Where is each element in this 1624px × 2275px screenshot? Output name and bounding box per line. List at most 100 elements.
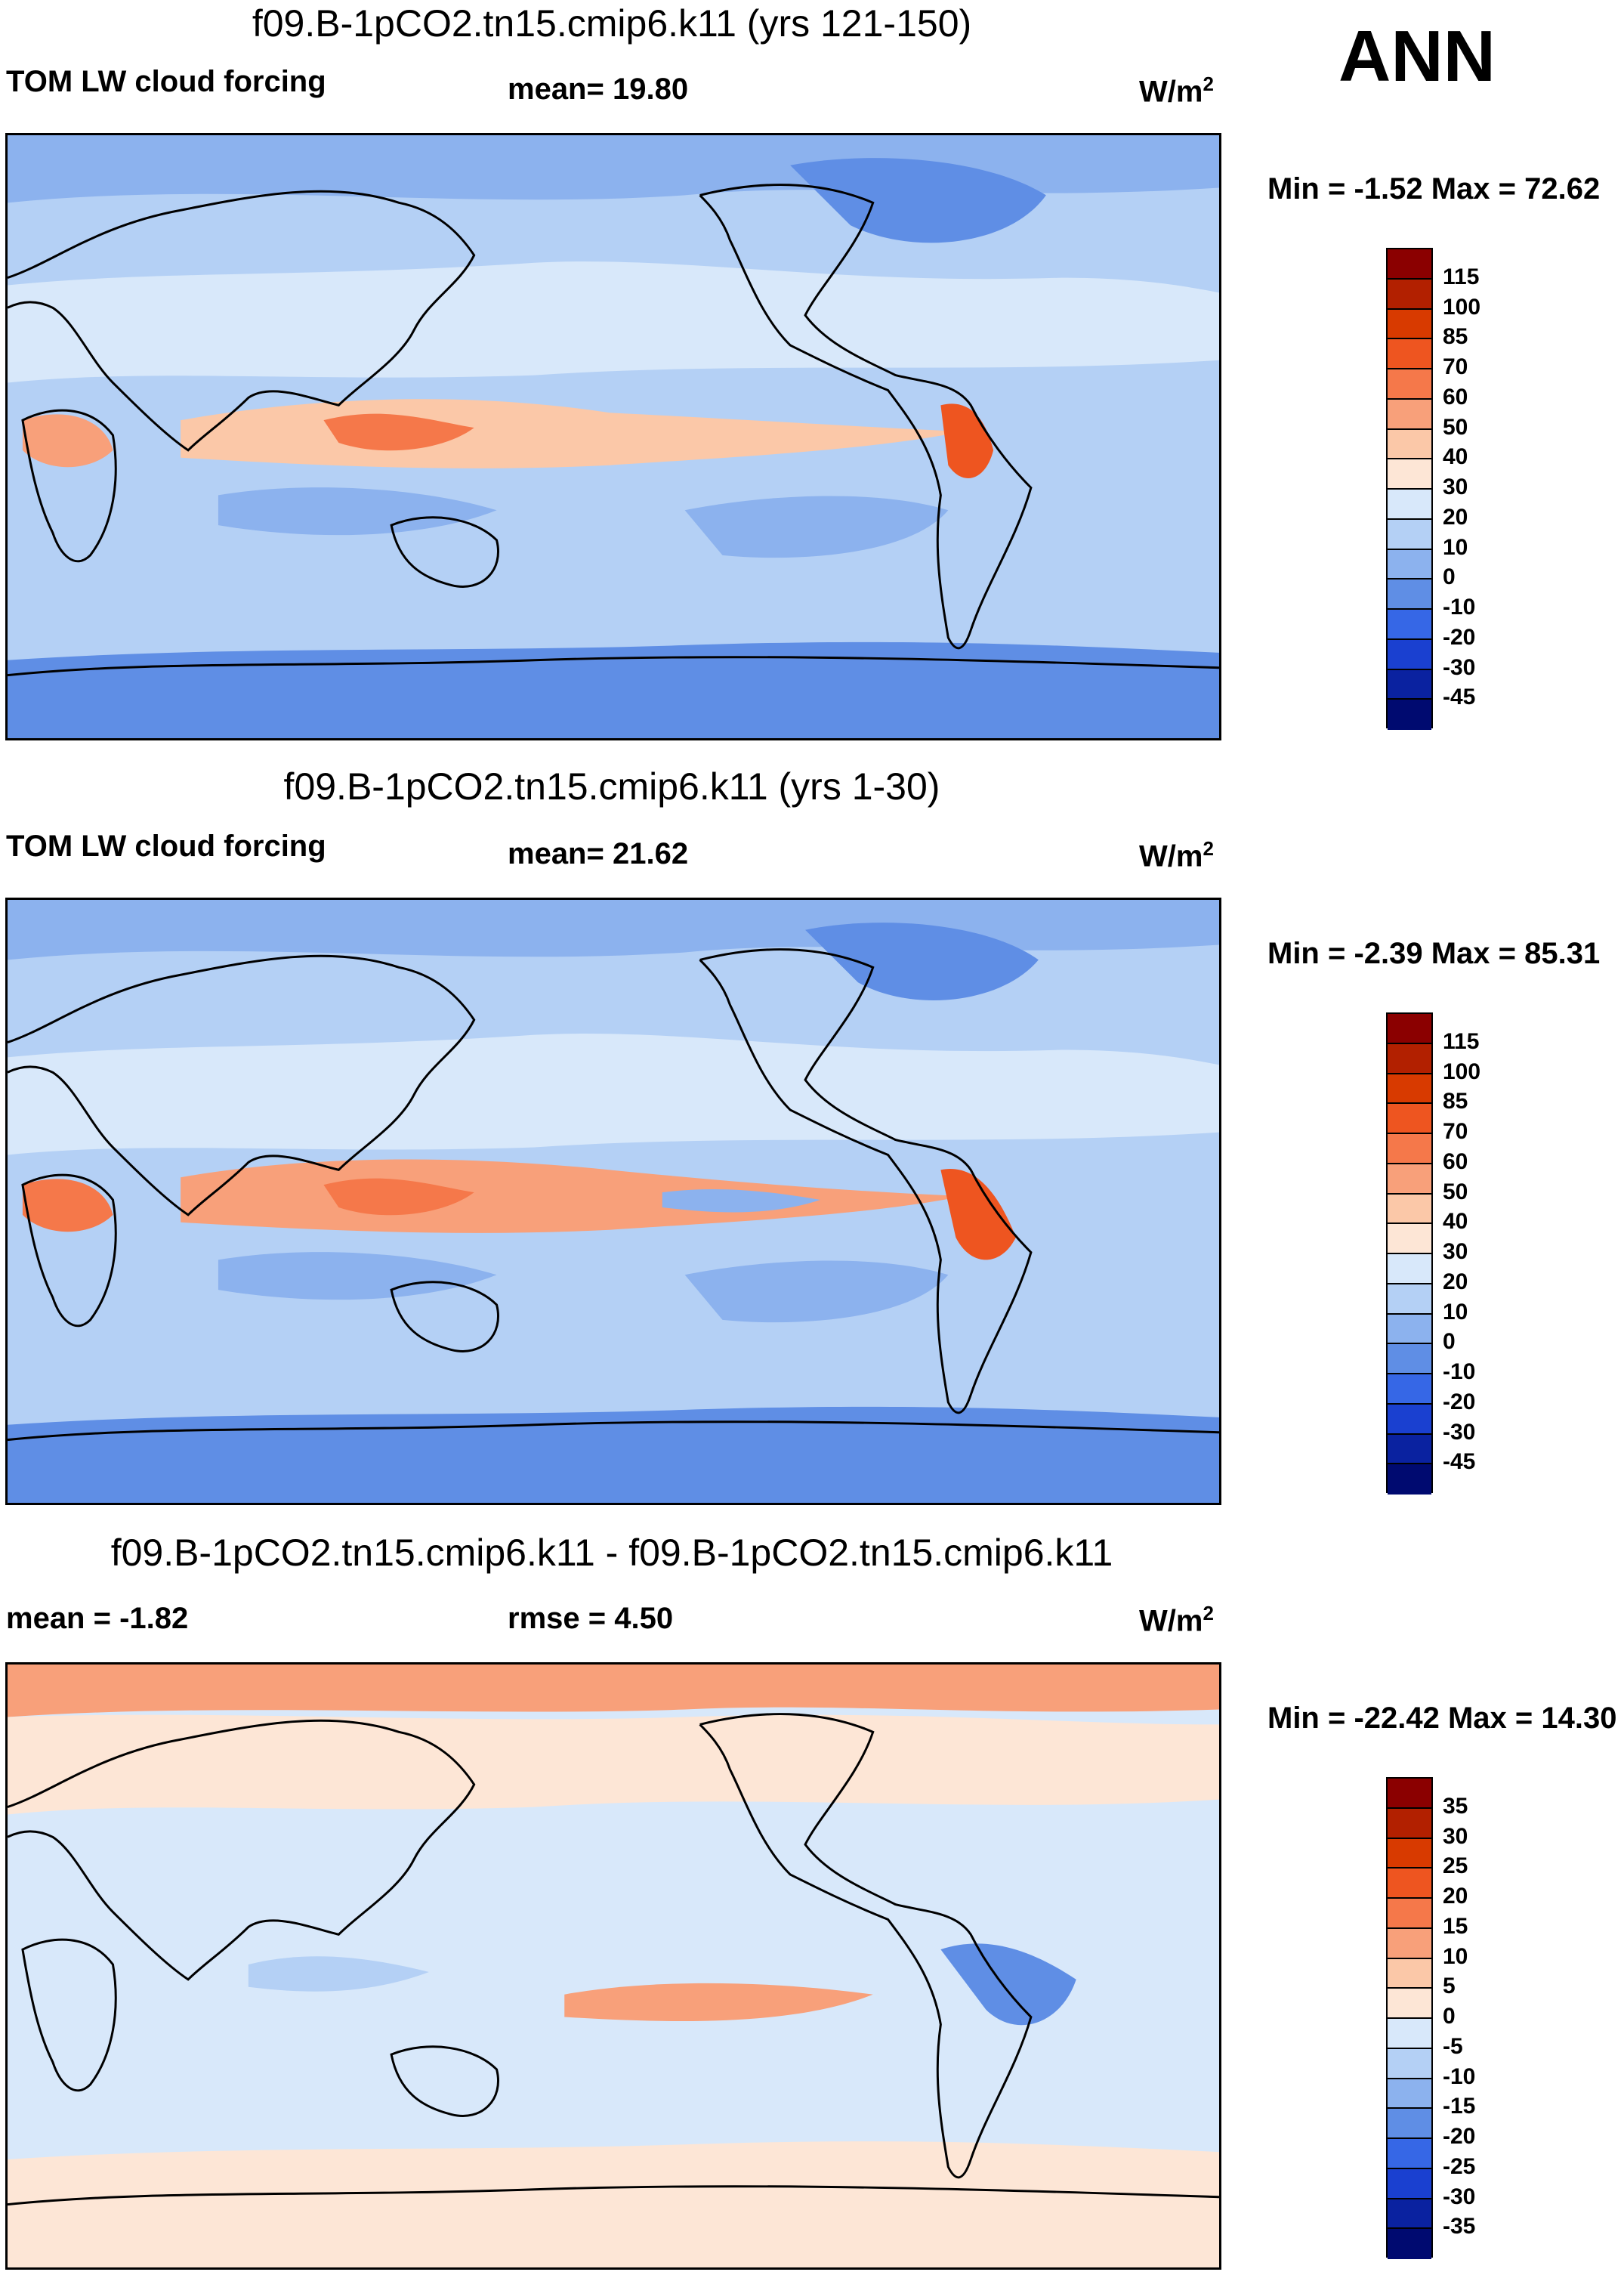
colorbar-tick-label: 115 (1443, 1028, 1480, 1054)
africa-high (22, 414, 113, 468)
panel-2-map-svg (8, 900, 1219, 1503)
colorbar-tick-label: 10 (1443, 1299, 1468, 1325)
panel-1-title: f09.B-1pCO2.tn15.cmip6.k11 (yrs 121-150) (252, 2, 972, 45)
colorbar-cell (1388, 1104, 1431, 1134)
colorbar-tick-label: -15 (1443, 2094, 1476, 2119)
colorbar-cell (1388, 1838, 1431, 1869)
colorbar-cell (1388, 639, 1431, 670)
colorbar-cell (1388, 279, 1431, 310)
colorbar-cell (1388, 1374, 1431, 1405)
greenland-low (790, 158, 1046, 243)
panel-3-map-svg (8, 1665, 1219, 2267)
south-pacific-low (684, 496, 949, 558)
colorbar-tick-label: -20 (1443, 1389, 1476, 1414)
maritime-continent-high (323, 413, 474, 451)
colorbar-tick-label: -30 (1443, 654, 1476, 680)
panel-2-units: W/m2 (1139, 837, 1214, 873)
panel-2-map (5, 898, 1221, 1505)
colorbar-tick-label: 25 (1443, 1853, 1468, 1879)
colorbar-tick-label: 10 (1443, 1943, 1468, 1969)
panel-3-title: f09.B-1pCO2.tn15.cmip6.k11 - f09.B-1pCO2… (110, 1532, 1113, 1574)
colorbar-cell (1388, 1808, 1431, 1839)
colorbar-cell (1388, 1989, 1431, 2019)
panel-2-colorbar (1386, 1012, 1433, 1495)
colorbar-tick-label: -35 (1443, 2214, 1476, 2239)
colorbar-cell (1388, 490, 1431, 520)
colorbar-tick-label: 30 (1443, 1823, 1468, 1849)
colorbar-cell (1388, 459, 1431, 490)
colorbar-cell (1388, 1434, 1431, 1465)
colorbar-cell (1388, 1284, 1431, 1315)
colorbar-tick-label: 5 (1443, 1974, 1456, 1999)
midlat-north-band (8, 1034, 1219, 1155)
colorbar-cell (1388, 1344, 1431, 1374)
greenland-low (805, 923, 1039, 1000)
panel-3-coastlines (8, 1713, 1219, 2206)
midlat-north-band (8, 261, 1219, 383)
colorbar-tick-label: 40 (1443, 1209, 1468, 1235)
panel-2-title: f09.B-1pCO2.tn15.cmip6.k11 (yrs 1-30) (283, 765, 940, 808)
panel-1-variable-label: TOM LW cloud forcing (6, 65, 326, 98)
colorbar-cell (1388, 369, 1431, 400)
panel-2-minmax: Min = -2.39 Max = 85.31 (1267, 937, 1601, 970)
colorbar-cell (1388, 2139, 1431, 2169)
colorbar-tick-label: -20 (1443, 2124, 1476, 2149)
maritime-continent-high (323, 1178, 474, 1216)
colorbar-tick-label: 85 (1443, 324, 1468, 350)
colorbar-tick-label: 40 (1443, 444, 1468, 470)
colorbar-cell (1388, 2199, 1431, 2230)
panel-2-mean-label: mean= 21.62 (508, 837, 689, 870)
colorbar-tick-label: -45 (1443, 1449, 1476, 1475)
colorbar-cell (1388, 1314, 1431, 1345)
colorbar-tick-label: 115 (1443, 264, 1480, 289)
colorbar-cell (1388, 1043, 1431, 1074)
south-indian-low (218, 1252, 497, 1300)
colorbar-tick-label: -10 (1443, 2063, 1476, 2089)
panel-1-mean-label: mean= 19.80 (508, 73, 689, 106)
colorbar-cell (1388, 1194, 1431, 1225)
panel-1-map (5, 133, 1221, 740)
colorbar-tick-label: 85 (1443, 1089, 1468, 1114)
colorbar-tick-label: 20 (1443, 504, 1468, 530)
colorbar-cell (1388, 1779, 1431, 1809)
panel-3-map (5, 1662, 1221, 2270)
colorbar-cell (1388, 1899, 1431, 1929)
south-pacific-low (684, 1260, 949, 1323)
colorbar-tick-label: -30 (1443, 2184, 1476, 2209)
colorbar-cell (1388, 1958, 1431, 1989)
colorbar-cell (1388, 2109, 1431, 2139)
colorbar-cell (1388, 700, 1431, 730)
colorbar-tick-label: -25 (1443, 2153, 1476, 2179)
antarctic-positive-band (8, 2141, 1219, 2267)
colorbar-tick-label: 50 (1443, 1179, 1468, 1204)
south-indian-low (218, 487, 497, 536)
east-pacific-positive (564, 1983, 873, 2022)
amazon-high (940, 1169, 1017, 1260)
north-positive-band (8, 1714, 1219, 1815)
colorbar-tick-label: 30 (1443, 474, 1468, 499)
colorbar-cell (1388, 1254, 1431, 1284)
colorbar-tick-label: 100 (1443, 294, 1481, 320)
colorbar-tick-label: 10 (1443, 534, 1468, 560)
panel-1-units: W/m2 (1139, 73, 1214, 109)
colorbar-tick-label: 60 (1443, 384, 1468, 410)
colorbar-cell (1388, 399, 1431, 430)
colorbar-tick-label: 35 (1443, 1793, 1468, 1819)
colorbar-cell (1388, 339, 1431, 369)
colorbar-cell (1388, 1134, 1431, 1164)
colorbar-tick-label: -5 (1443, 2033, 1463, 2059)
colorbar-tick-label: 70 (1443, 354, 1468, 379)
colorbar-cell (1388, 1464, 1431, 1495)
panel-1-coastlines (8, 184, 1219, 677)
indian-negative (248, 1956, 429, 1992)
panel-3-colorbar (1386, 1777, 1433, 2259)
colorbar-cell (1388, 1074, 1431, 1105)
colorbar-tick-label: 60 (1443, 1148, 1468, 1174)
colorbar-tick-label: 100 (1443, 1059, 1481, 1084)
panel-3-units: W/m2 (1139, 1602, 1214, 1638)
colorbar-tick-label: 20 (1443, 1269, 1468, 1294)
colorbar-cell (1388, 1224, 1431, 1254)
colorbar-cell (1388, 1404, 1431, 1435)
colorbar-tick-label: -10 (1443, 595, 1476, 620)
panel-1-map-svg (8, 135, 1219, 738)
